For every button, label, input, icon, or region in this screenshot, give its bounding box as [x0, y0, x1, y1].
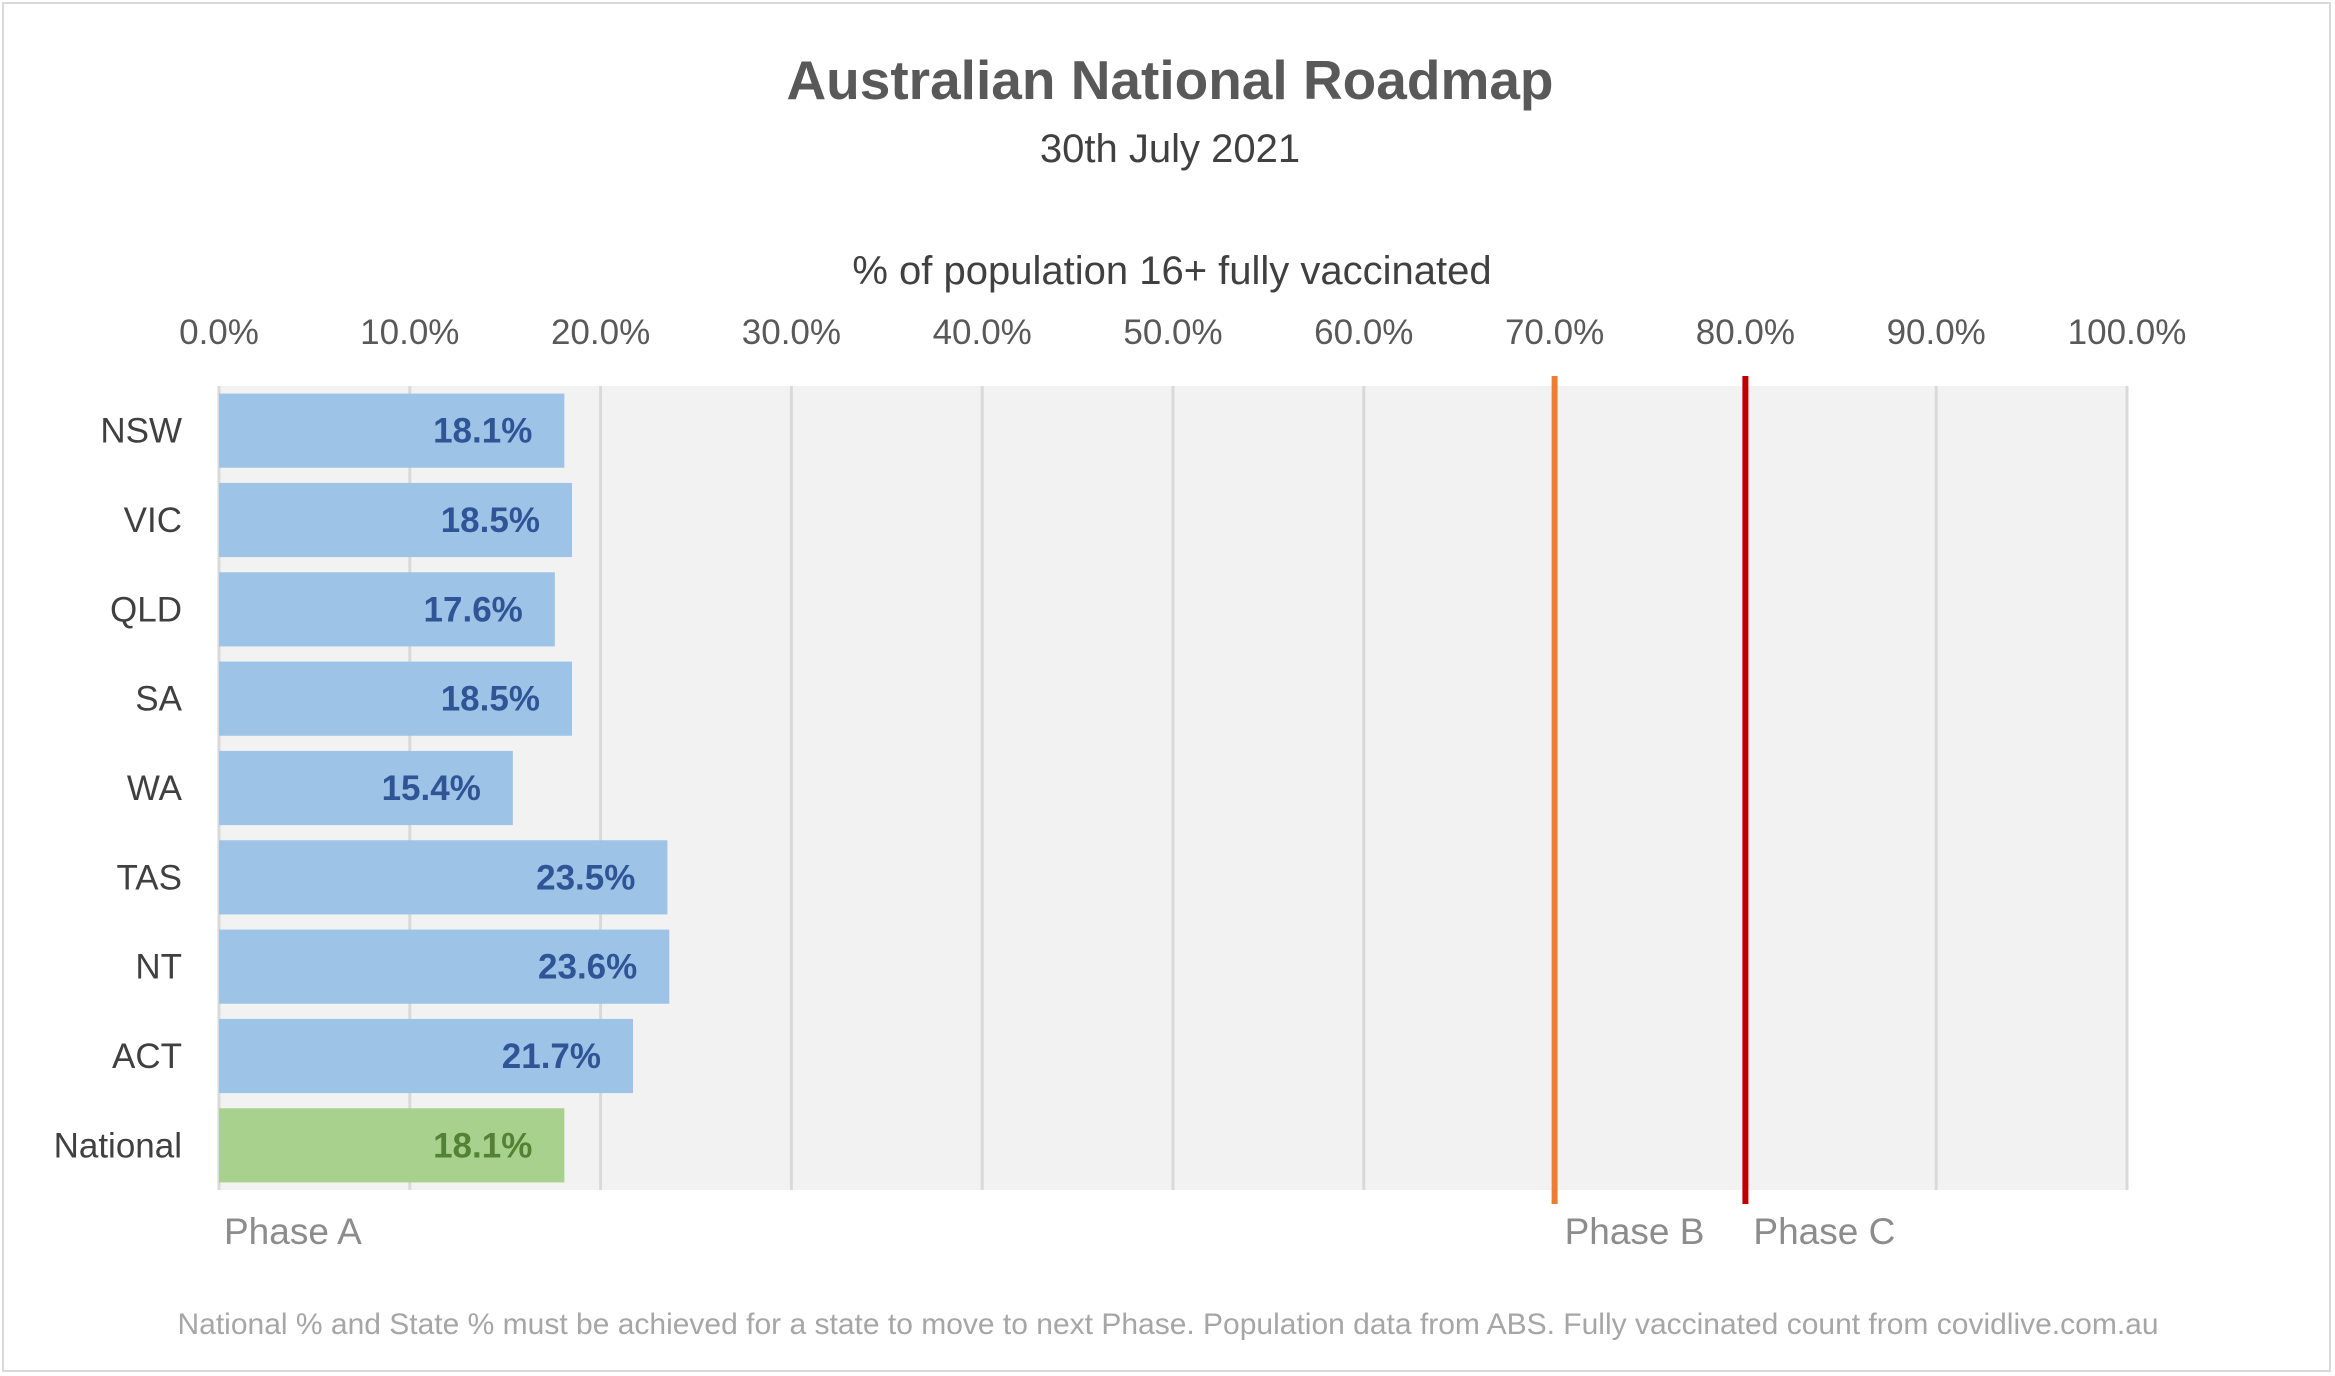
data-label: 18.1%: [433, 1126, 532, 1165]
category-label: NT: [135, 948, 182, 987]
data-label: 15.4%: [382, 769, 481, 808]
x-tick-label: 100.0%: [2068, 313, 2187, 352]
data-label: 17.6%: [424, 590, 523, 629]
x-tick-label: 90.0%: [1887, 313, 1986, 352]
bars: 18.1% 18.5% 17.6% 18.5% 15.4% 23.5% 23.6% 21.7%…: [219, 393, 670, 1183]
x-tick-label: 0.0%: [179, 313, 259, 352]
data-label: 21.7%: [502, 1037, 601, 1076]
x-axis-ticks: 0.0% 10.0% 20.0% 30.0% 40.0% 50.0% 60.0% 70.0% 8…: [179, 313, 2186, 352]
data-label: 18.5%: [441, 501, 540, 540]
data-label: 18.1%: [433, 412, 532, 451]
data-label: 18.5%: [441, 680, 540, 719]
footnote: National % and State % must be achieved …: [177, 1308, 2158, 1341]
bar-tas: [219, 840, 668, 915]
bar-nsw: [219, 393, 565, 468]
category-label: National: [54, 1126, 182, 1165]
chart-title: Australian National Roadmap: [786, 49, 1553, 111]
phase-label: Phase A: [224, 1211, 362, 1252]
x-tick-label: 70.0%: [1505, 313, 1604, 352]
x-tick-label: 10.0%: [360, 313, 459, 352]
bar-qld: [219, 572, 555, 647]
x-tick-label: 30.0%: [742, 313, 841, 352]
x-tick-label: 80.0%: [1696, 313, 1795, 352]
bar-vic: [219, 482, 572, 558]
category-label: TAS: [117, 858, 182, 897]
bar-nt: [219, 929, 670, 1004]
category-label: ACT: [112, 1037, 182, 1076]
bar-wa: [219, 750, 513, 826]
data-label: 23.5%: [536, 858, 635, 897]
x-tick-label: 40.0%: [933, 313, 1032, 352]
category-label: QLD: [110, 590, 182, 629]
data-label: 23.6%: [538, 948, 637, 987]
bar-act: [219, 1018, 634, 1094]
x-tick-label: 60.0%: [1314, 313, 1413, 352]
category-label: VIC: [124, 501, 182, 540]
phase-labels: Phase A Phase B Phase C: [224, 1211, 1895, 1252]
category-label: NSW: [100, 412, 182, 451]
category-labels: NSW VIC QLD SA WA TAS NT ACT National: [54, 412, 183, 1166]
phase-label: Phase B: [1565, 1211, 1705, 1252]
phase-label: Phase C: [1753, 1211, 1895, 1252]
category-label: SA: [135, 680, 182, 719]
x-tick-label: 20.0%: [551, 313, 650, 352]
bar-chart: Australian National Roadmap 30th July 20…: [54, 49, 2187, 1341]
x-axis-title: % of population 16+ fully vaccinated: [852, 249, 1491, 293]
reference-lines: [1551, 376, 1749, 1204]
bar-sa: [219, 661, 572, 736]
x-tick-label: 50.0%: [1123, 313, 1222, 352]
chart-subtitle: 30th July 2021: [1040, 127, 1300, 171]
category-label: WA: [127, 769, 183, 808]
bar-national: [219, 1108, 565, 1183]
